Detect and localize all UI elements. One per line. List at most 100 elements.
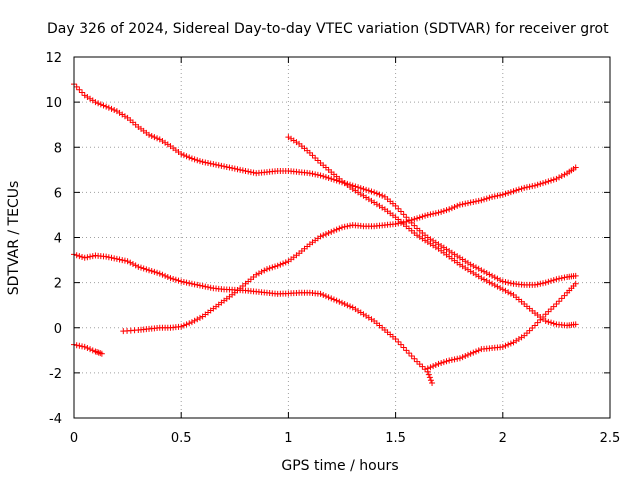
data-point — [373, 190, 380, 197]
data-point — [537, 316, 544, 323]
data-point — [314, 171, 321, 178]
data-point — [467, 350, 474, 357]
series-sat-c — [71, 341, 105, 357]
data-point — [456, 355, 463, 362]
data-point — [446, 357, 453, 364]
data-point — [194, 157, 201, 164]
data-point — [529, 325, 536, 332]
data-point — [320, 173, 327, 180]
data-point — [124, 258, 131, 265]
data-point — [430, 363, 437, 370]
data-point — [92, 99, 99, 106]
data-point — [188, 280, 195, 287]
data-point — [205, 284, 211, 291]
data-point — [395, 338, 402, 345]
data-point — [213, 161, 220, 168]
data-point — [467, 261, 474, 268]
data-point — [231, 165, 238, 172]
data-point — [368, 188, 375, 195]
data-point — [322, 231, 329, 238]
data-point — [435, 209, 442, 216]
data-point — [408, 217, 415, 224]
data-point — [406, 350, 412, 357]
data-point — [534, 319, 541, 326]
data-point — [178, 151, 185, 158]
y-tick-label: 10 — [45, 96, 62, 111]
data-point — [400, 344, 407, 351]
plot-frame — [73, 56, 611, 419]
data-point — [505, 189, 512, 196]
data-point — [274, 262, 281, 269]
data-point — [103, 253, 110, 260]
data-point — [186, 320, 193, 327]
data-point — [435, 360, 442, 367]
data-point — [392, 202, 399, 209]
data-point — [499, 191, 506, 198]
data-point — [191, 281, 198, 288]
data-point — [333, 226, 340, 233]
data-point — [553, 301, 560, 308]
data-point — [556, 298, 563, 305]
data-point — [502, 279, 509, 286]
data-point — [196, 282, 203, 289]
data-point — [103, 103, 110, 110]
data-point — [432, 361, 439, 368]
data-point — [98, 350, 105, 357]
data-point — [470, 198, 477, 205]
data-point — [81, 343, 88, 350]
x-tick-label: 1 — [284, 431, 292, 446]
data-point — [534, 181, 541, 188]
data-point — [403, 347, 410, 354]
data-point — [572, 280, 579, 287]
data-point — [448, 356, 455, 363]
data-point — [205, 160, 211, 167]
data-point — [419, 363, 426, 370]
data-point — [486, 279, 493, 286]
data-point — [443, 358, 450, 365]
data-point — [105, 254, 112, 261]
data-point — [379, 192, 386, 199]
data-point — [481, 196, 488, 203]
data-point — [553, 276, 560, 283]
data-point — [333, 297, 340, 304]
data-point — [414, 358, 421, 365]
data-point — [558, 295, 565, 302]
data-point — [330, 296, 337, 303]
data-point — [371, 189, 378, 196]
data-point — [341, 223, 348, 230]
data-point — [424, 211, 431, 218]
data-point — [489, 272, 496, 279]
data-point — [191, 317, 198, 324]
data-point — [545, 278, 552, 285]
data-point — [491, 193, 498, 200]
data-point — [507, 290, 514, 297]
data-point — [336, 225, 343, 232]
data-point — [427, 377, 434, 384]
data-point — [505, 341, 512, 348]
data-point — [194, 316, 201, 323]
data-point — [328, 228, 335, 235]
data-point — [79, 89, 86, 96]
x-tick-label: 2.5 — [600, 431, 621, 446]
data-point — [534, 281, 541, 288]
data-point — [127, 259, 134, 266]
data-point — [196, 158, 203, 165]
data-point — [269, 264, 276, 271]
data-point — [483, 195, 490, 202]
data-point — [143, 266, 150, 273]
data-point — [280, 260, 287, 267]
data-point — [556, 174, 563, 181]
data-point — [556, 275, 563, 282]
data-point — [325, 229, 332, 236]
data-point — [76, 253, 83, 260]
data-point — [188, 319, 195, 326]
data-point — [561, 274, 568, 281]
data-point — [355, 184, 362, 191]
data-point — [473, 348, 479, 355]
data-point — [572, 164, 579, 171]
data-point — [478, 275, 485, 282]
data-point — [336, 298, 343, 305]
y-tick-label: 0 — [54, 322, 62, 337]
data-point — [113, 255, 120, 262]
data-point — [79, 253, 86, 260]
